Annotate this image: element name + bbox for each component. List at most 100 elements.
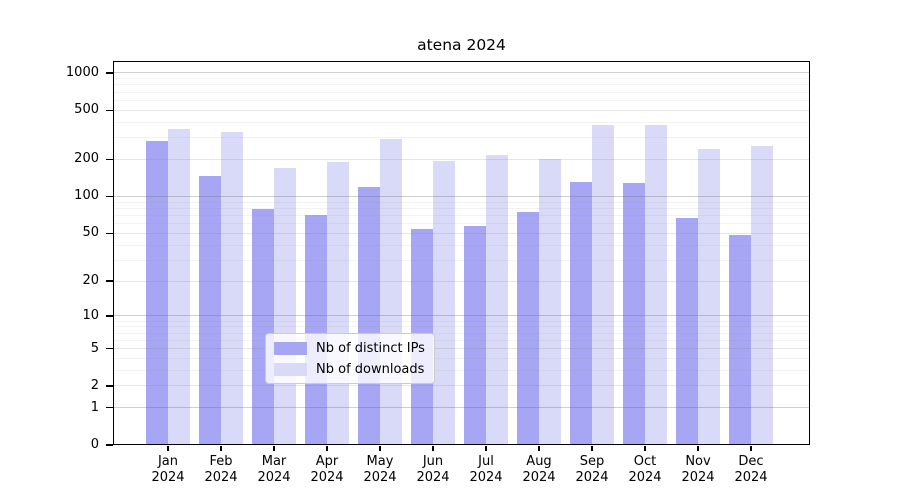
x-tick-label-feb: Feb 2024 [204,454,238,485]
gridline-400 [113,121,810,123]
x-tick-label-may: May 2024 [363,454,397,485]
legend-item-downloads: Nb of downloads [274,360,425,378]
y-tick-label-50: 50 [82,225,99,241]
y-axis: 0 1 2 5 10 20 50 100 200 500 1000 [0,61,113,452]
legend-item-distinct-ips: Nb of distinct IPs [274,339,425,357]
x-tick-mark-jun [432,446,434,451]
gridline-7 [113,332,810,334]
bar-downloads-jan [168,129,190,445]
chart-title: atena 2024 [417,36,506,54]
gridline-900 [113,78,810,80]
bar-distinct-ips-jul [464,226,486,445]
x-tick-mark-oct [644,446,646,451]
y-tick-mark-1000 [106,72,113,74]
y-tick-mark-1 [106,406,113,409]
x-tick-mark-dec [750,446,752,451]
bar-distinct-ips-oct [623,182,645,445]
bar-downloads-jul [486,155,508,445]
bar-distinct-ips-jan [146,141,168,445]
gridline-9 [113,320,810,322]
x-tick-mark-jul [485,446,487,451]
legend-swatch-distinct-ips [274,341,307,355]
x-tick-label-nov: Nov 2024 [681,454,715,485]
gridline-100 [113,195,810,197]
gridline-50 [113,232,810,234]
gridline-70 [113,214,810,216]
y-tick-mark-500 [106,109,113,111]
y-tick-label-200: 200 [74,151,99,167]
gridline-1 [113,407,810,409]
x-tick-label-jul: Jul 2024 [469,454,503,485]
bar-distinct-ips-nov [676,217,698,445]
y-tick-label-0: 0 [90,437,99,452]
legend-label-distinct-ips: Nb of distinct IPs [316,340,425,356]
gridline-90 [113,201,810,203]
gridline-500 [113,109,810,111]
bar-downloads-dec [751,146,773,445]
y-tick-mark-20 [106,280,113,282]
bar-downloads-sep [592,125,614,445]
gridline-30 [113,259,810,261]
gridline-800 [113,84,810,86]
x-tick-mark-sep [591,446,593,451]
plot-area [113,61,810,445]
x-tick-label-jan: Jan 2024 [151,454,185,485]
y-tick-label-1: 1 [90,399,99,415]
bar-distinct-ips-feb [199,175,221,445]
gridline-300 [113,137,810,139]
x-tick-label-oct: Oct 2024 [628,454,662,485]
y-tick-mark-2 [106,385,113,387]
x-tick-mark-apr [326,446,328,451]
bar-downloads-mar [274,168,296,445]
gridline-600 [113,99,810,101]
x-tick-label-jun: Jun 2024 [416,454,450,485]
x-tick-mark-nov [697,446,699,451]
y-tick-label-100: 100 [74,188,99,204]
x-tick-label-dec: Dec 2024 [734,454,768,485]
y-tick-label-1000: 1000 [65,64,99,80]
y-tick-label-5: 5 [90,340,99,356]
x-tick-label-sep: Sep 2024 [575,454,609,485]
y-tick-mark-200 [106,158,113,161]
y-tick-mark-100 [106,195,113,198]
gridline-8 [113,326,810,328]
legend-label-downloads: Nb of downloads [316,361,425,377]
x-axis: Jan 2024 Feb 2024 Mar 2024 Apr 2024 May 2024 Jun 20… [113,445,810,500]
gridline-5 [113,348,810,349]
bar-downloads-oct [645,125,667,445]
gridline-60 [113,223,810,225]
y-tick-mark-10 [106,315,113,317]
bar-downloads-nov [698,148,720,445]
bar-distinct-ips-aug [517,211,539,445]
bar-downloads-feb [221,132,243,445]
legend-swatch-downloads [274,362,307,376]
bar-distinct-ips-dec [729,235,751,445]
bar-distinct-ips-sep [570,182,592,445]
x-tick-label-apr: Apr 2024 [310,454,344,485]
y-tick-mark-50 [106,232,113,234]
y-tick-label-10: 10 [82,307,99,323]
y-tick-label-2: 2 [90,377,99,393]
x-tick-mark-aug [538,446,540,451]
x-tick-mark-feb [220,446,222,451]
x-tick-mark-mar [273,446,275,451]
y-tick-label-500: 500 [74,102,99,118]
bar-distinct-ips-apr [305,214,327,445]
gridline-6 [113,339,810,341]
x-tick-mark-jan [167,446,169,451]
bar-downloads-jun [433,161,455,445]
gridline-2 [113,385,810,387]
gridline-200 [113,158,810,160]
x-tick-label-mar: Mar 2024 [257,454,291,485]
gridline-3 [113,369,810,371]
bar-downloads-apr [327,162,349,445]
x-tick-mark-may [379,446,381,451]
y-tick-label-20: 20 [82,273,99,289]
gridline-10 [113,315,810,317]
bar-distinct-ips-mar [252,209,274,445]
legend: Nb of distinct IPs Nb of downloads [265,333,435,384]
gridline-4 [113,357,810,359]
gridline-700 [113,91,810,93]
bar-downloads-aug [539,158,561,445]
